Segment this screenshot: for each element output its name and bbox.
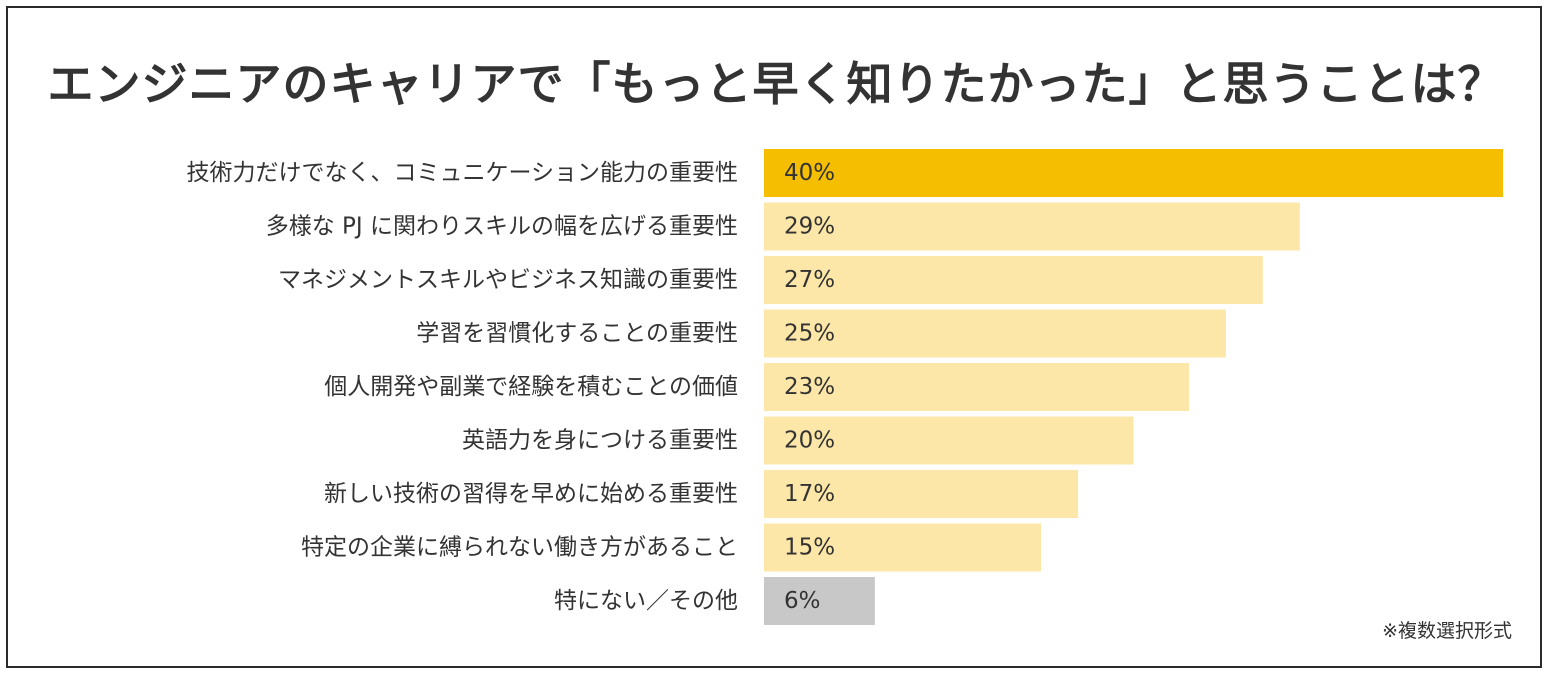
value-label: 15% — [784, 535, 835, 561]
category-label: 特にない／その他 — [554, 588, 738, 614]
bar — [764, 363, 1189, 411]
category-label: 新しい技術の習得を早めに始める重要性 — [324, 481, 738, 507]
value-label: 17% — [784, 481, 835, 507]
value-label: 23% — [784, 374, 835, 400]
bar — [764, 523, 1042, 572]
bar — [764, 470, 1079, 518]
bar — [764, 416, 1134, 465]
value-label: 40% — [784, 160, 835, 186]
category-label: 多様な PJ に関わりスキルの幅を広げる重要性 — [266, 214, 738, 240]
bar — [764, 149, 1503, 197]
category-label: 特定の企業に縛られない働き方があること — [301, 535, 738, 561]
value-label: 6% — [784, 588, 821, 614]
value-label: 27% — [784, 267, 835, 293]
bar — [764, 309, 1226, 358]
category-label: 技術力だけでなく、コミュニケーション能力の重要性 — [186, 160, 738, 186]
category-label: 英語力を身につける重要性 — [462, 428, 738, 454]
category-label: 学習を習慣化することの重要性 — [416, 321, 738, 347]
value-label: 29% — [784, 214, 835, 240]
category-label: 個人開発や副業で経験を積むことの価値 — [324, 374, 738, 400]
bar — [764, 202, 1300, 251]
bar — [764, 256, 1263, 304]
value-label: 20% — [784, 428, 835, 454]
footnote: ※複数選択形式 — [1382, 620, 1512, 642]
value-label: 25% — [784, 321, 835, 347]
category-label: マネジメントスキルやビジネス知識の重要性 — [278, 267, 738, 293]
bar — [764, 577, 875, 625]
chart-title: エンジニアのキャリアで「もっと早く知りたかった」と思うことは？ — [47, 57, 1505, 111]
